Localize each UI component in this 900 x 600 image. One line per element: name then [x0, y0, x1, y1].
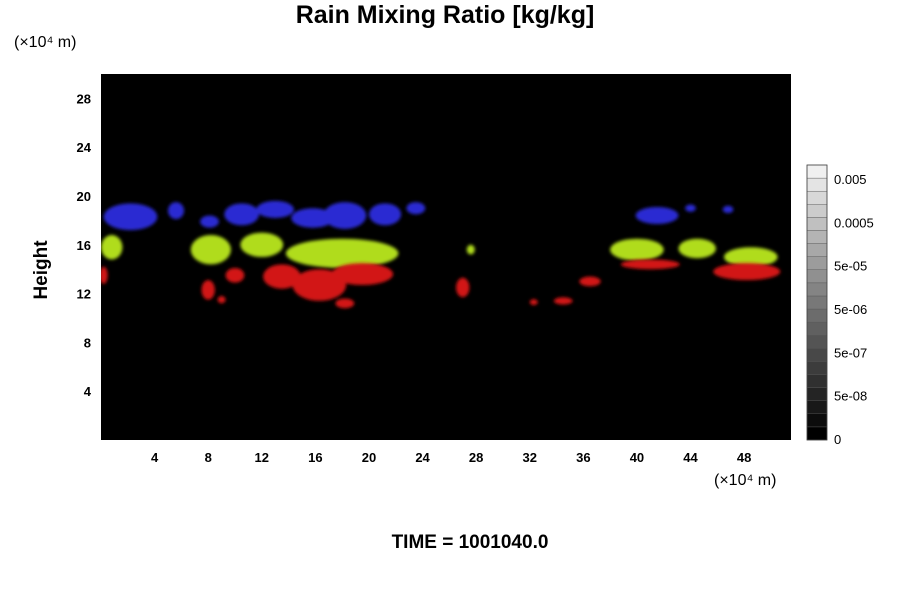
x-tick-label: 4: [151, 450, 159, 465]
colorbar-segment: [806, 361, 828, 375]
layer-0-blob-0: [103, 203, 158, 231]
colorbar-segment: [806, 282, 828, 297]
x-tick-label: 20: [362, 450, 376, 465]
layer-0-blob-7: [368, 203, 402, 226]
layer-0-blob-10: [685, 204, 696, 212]
layer-1-blob-5: [610, 238, 664, 261]
y-tick-label: 20: [77, 189, 91, 204]
chart-title: Rain Mixing Ratio [kg/kg]: [295, 1, 595, 29]
layer-2-blob-1: [201, 280, 215, 300]
y-tick-label: 24: [77, 140, 92, 155]
layer-0-blob-8: [406, 202, 426, 215]
colorbar-segment: [806, 295, 828, 310]
x-tick-label: 16: [308, 450, 322, 465]
colorbar-segment: [806, 335, 828, 349]
layer-2-blob-9: [529, 299, 538, 306]
colorbar-tick-label: 0.0005: [834, 215, 874, 230]
layer-2-blob-7: [335, 298, 355, 309]
layer-2-blob-13: [713, 263, 781, 281]
y-tick-label: 16: [77, 238, 91, 253]
layer-1-blob-7: [724, 247, 778, 267]
colorbar-tick-label: 5e-06: [834, 302, 867, 317]
layer-2: [101, 259, 781, 309]
colorbar-tick-label: 5e-08: [834, 389, 867, 404]
y-tick-label: 4: [84, 384, 92, 399]
layer-2-blob-4: [263, 264, 301, 289]
colorbar-segment: [806, 217, 828, 231]
colorbar: 0.005 0.0005 5e-05 5e-06 5e-07 5e-08 0: [806, 164, 874, 447]
layer-2-blob-11: [579, 276, 601, 287]
y-axis-ticks: 4 8 12 16 20 24 28: [77, 91, 92, 399]
x-axis-unit: (×10⁴ m): [714, 472, 777, 489]
layer-0-blob-3: [224, 203, 260, 226]
colorbar-segment: [806, 374, 828, 388]
colorbar-segment: [806, 413, 828, 428]
layer-2-blob-8: [456, 277, 470, 298]
layer-0-blob-4: [256, 200, 294, 218]
x-tick-label: 8: [205, 450, 212, 465]
time-label: TIME = 1001040.0: [391, 532, 549, 553]
layer-0-blob-6: [323, 202, 367, 229]
colorbar-tick-label: 5e-05: [834, 259, 867, 274]
layer-1-blob-0: [101, 235, 123, 260]
layer-0-blob-2: [200, 215, 219, 228]
colorbar-segment: [806, 308, 828, 323]
layer-2-blob-6: [331, 263, 394, 286]
colorbar-segment: [806, 400, 828, 415]
colorbar-segment: [806, 348, 828, 362]
x-axis-ticks: 4 8 12 16 20 24 28 32 36 40 44 48: [151, 450, 751, 465]
colorbar-tick-label: 0.005: [834, 172, 867, 187]
colorbar-segment: [806, 426, 828, 441]
x-tick-label: 12: [255, 450, 269, 465]
colorbar-segment: [806, 204, 828, 218]
layer-2-blob-10: [553, 297, 573, 305]
colorbar-segment: [806, 269, 828, 284]
layer-1-blob-4: [466, 244, 475, 255]
colorbar-segment: [806, 387, 828, 401]
colorbar-tick-label: 0: [834, 432, 841, 447]
x-tick-label: 28: [469, 450, 483, 465]
x-tick-label: 24: [415, 450, 430, 465]
layer-1-blob-1: [190, 235, 231, 265]
colorbar-tick-label: 5e-07: [834, 345, 867, 360]
layer-0-blob-11: [722, 205, 734, 214]
colorbar-frame: [806, 164, 828, 441]
layer-0-blob-9: [635, 206, 679, 225]
x-tick-label: 32: [523, 450, 537, 465]
layer-2-blob-0: [101, 266, 108, 284]
layer-1: [101, 232, 778, 268]
colorbar-segment: [806, 177, 828, 192]
y-tick-label: 12: [77, 287, 91, 302]
x-tick-label: 44: [683, 450, 698, 465]
y-axis-unit: (×10⁴ m): [14, 34, 77, 51]
layer-1-blob-3: [285, 238, 399, 268]
layer-2-blob-3: [225, 267, 245, 283]
layer-2-blob-12: [620, 259, 680, 270]
colorbar-segment: [806, 230, 828, 244]
colorbar-segment: [806, 190, 828, 205]
precipitation-layers: [101, 200, 781, 309]
x-tick-label: 40: [630, 450, 644, 465]
layer-2-blob-2: [217, 296, 226, 304]
x-tick-label: 36: [576, 450, 590, 465]
colorbar-segment: [806, 243, 828, 257]
y-tick-label: 8: [84, 335, 91, 350]
layer-0-blob-5: [291, 208, 335, 228]
colorbar-segment: [806, 164, 828, 179]
x-tick-label: 48: [737, 450, 751, 465]
layer-1-blob-6: [678, 238, 716, 259]
y-tick-label: 28: [77, 91, 91, 106]
layer-0: [103, 200, 734, 231]
layer-0-blob-1: [167, 202, 185, 220]
colorbar-segment: [806, 256, 828, 270]
colorbar-segment: [806, 321, 828, 336]
layer-1-blob-2: [240, 232, 284, 257]
